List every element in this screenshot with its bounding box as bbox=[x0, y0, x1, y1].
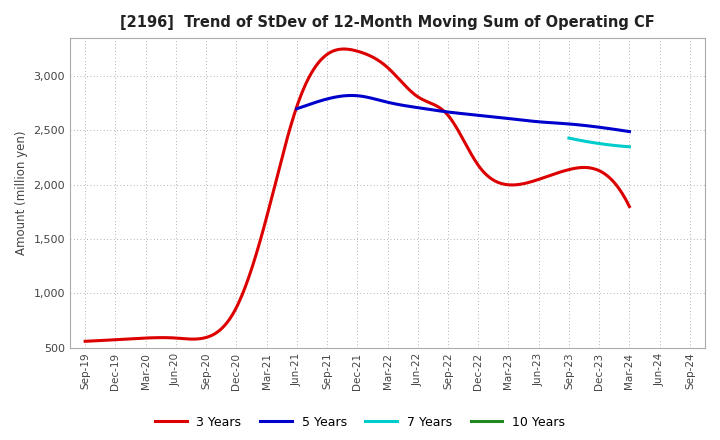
Legend: 3 Years, 5 Years, 7 Years, 10 Years: 3 Years, 5 Years, 7 Years, 10 Years bbox=[150, 411, 570, 434]
Line: 7 Years: 7 Years bbox=[569, 138, 629, 147]
5 Years bbox=[492, 114, 500, 120]
7 Years bbox=[620, 144, 629, 149]
3 Years bbox=[541, 174, 550, 180]
Line: 5 Years: 5 Years bbox=[297, 95, 629, 132]
7 Years bbox=[622, 144, 631, 149]
3 Years bbox=[83, 338, 91, 344]
3 Years bbox=[81, 339, 89, 344]
Title: [2196]  Trend of StDev of 12-Month Moving Sum of Operating CF: [2196] Trend of StDev of 12-Month Moving… bbox=[120, 15, 655, 30]
3 Years bbox=[625, 204, 634, 209]
3 Years bbox=[407, 89, 415, 94]
3 Years bbox=[576, 165, 585, 170]
5 Years bbox=[498, 115, 506, 121]
Y-axis label: Amount (million yen): Amount (million yen) bbox=[15, 131, 28, 255]
7 Years bbox=[600, 142, 609, 147]
3 Years bbox=[339, 46, 348, 51]
5 Years bbox=[347, 93, 356, 98]
7 Years bbox=[564, 136, 573, 141]
5 Years bbox=[625, 129, 634, 134]
7 Years bbox=[576, 138, 585, 143]
5 Years bbox=[294, 106, 302, 111]
3 Years bbox=[405, 87, 413, 92]
7 Years bbox=[595, 141, 604, 146]
5 Years bbox=[292, 106, 301, 111]
7 Years bbox=[579, 138, 588, 143]
5 Years bbox=[595, 125, 603, 130]
5 Years bbox=[574, 122, 582, 128]
3 Years bbox=[415, 95, 424, 101]
5 Years bbox=[490, 114, 499, 120]
7 Years bbox=[625, 144, 634, 150]
Line: 3 Years: 3 Years bbox=[85, 49, 629, 341]
